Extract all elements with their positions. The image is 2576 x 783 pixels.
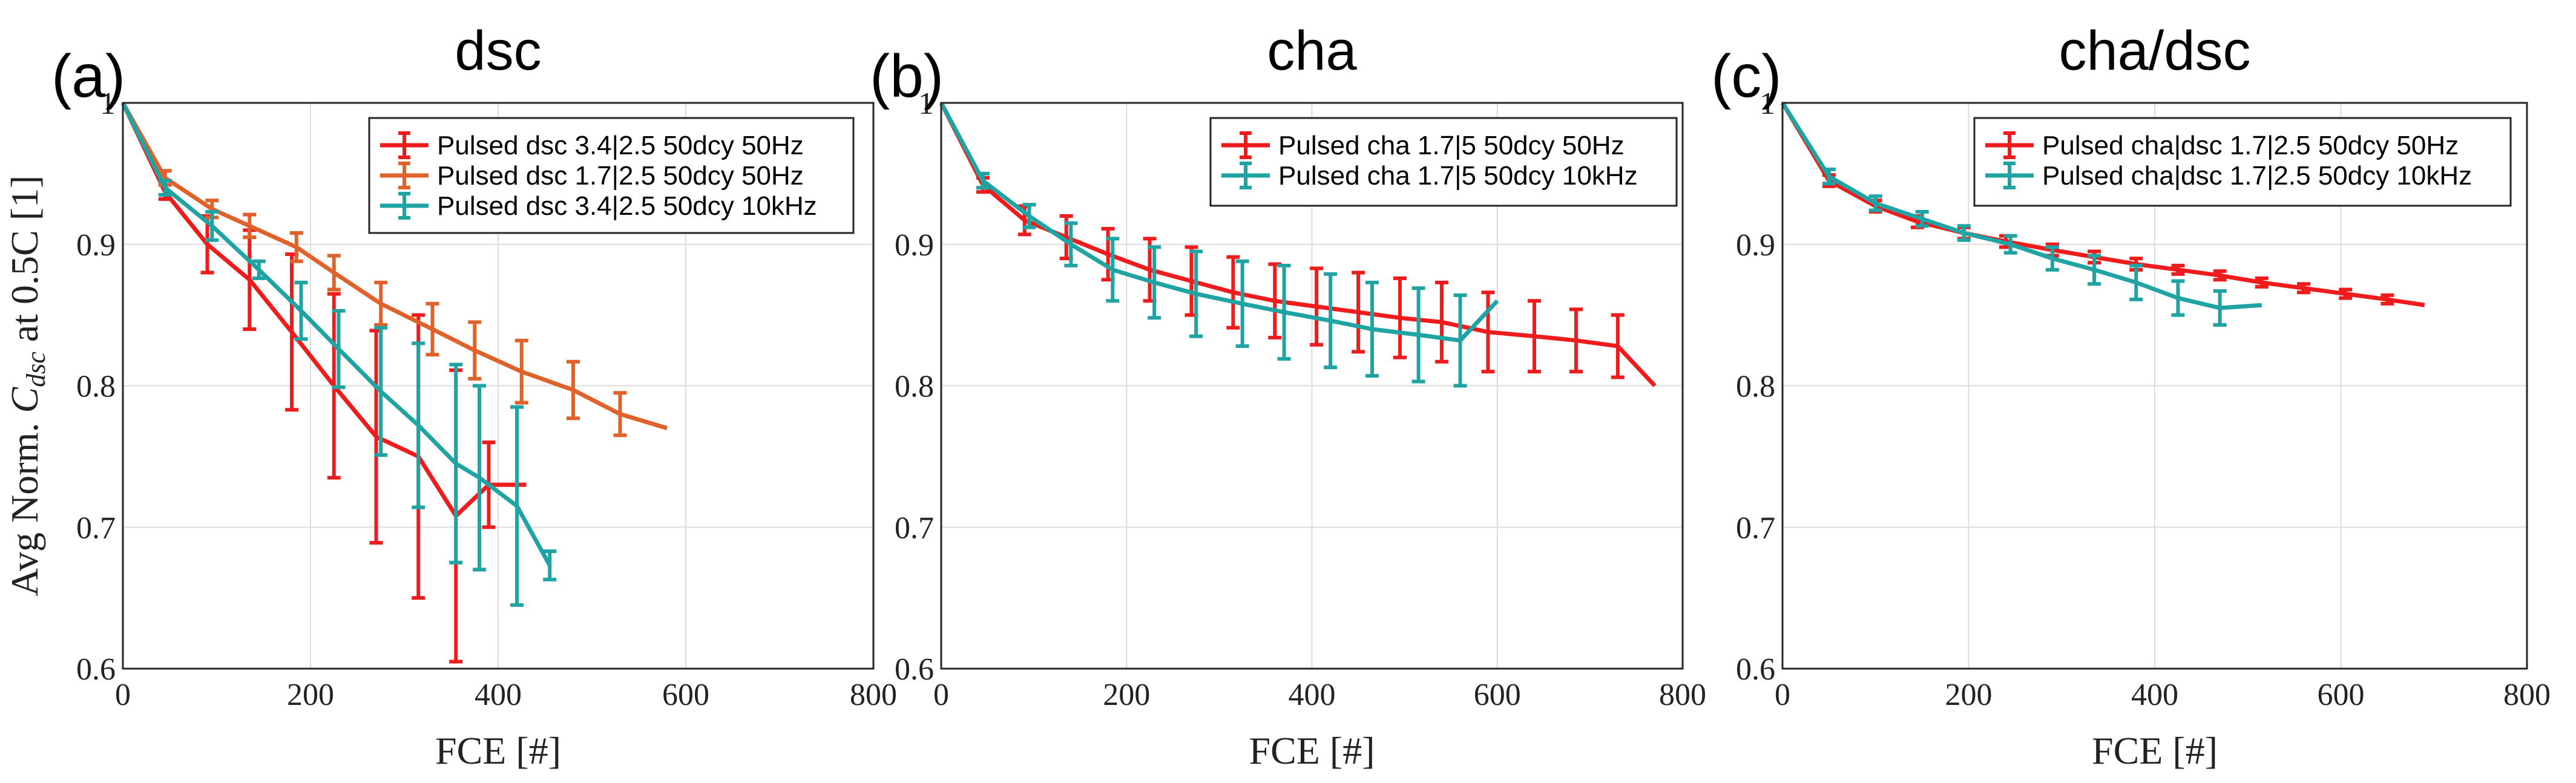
y-axis-label-subscript: dsc bbox=[21, 352, 51, 387]
legend-label: Pulsed dsc 3.4|2.5 50dcy 50Hz bbox=[437, 131, 804, 160]
x-tick-label: 200 bbox=[287, 678, 334, 712]
y-tick-label: 0.8 bbox=[1736, 370, 1775, 404]
y-tick-label: 0.8 bbox=[76, 370, 116, 404]
y-axis-label-part: Avg Norm. bbox=[3, 413, 46, 597]
axes-frame bbox=[940, 102, 1684, 670]
series-line bbox=[120, 102, 552, 567]
axes-frame bbox=[1781, 102, 2528, 670]
y-axis-label-part: at 0.5C [1] bbox=[3, 175, 46, 352]
series-2 bbox=[120, 102, 557, 607]
y-tick-label: 0.7 bbox=[76, 511, 116, 545]
x-tick-label: 600 bbox=[1474, 678, 1521, 712]
legend-label: Pulsed dsc 3.4|2.5 50dcy 10kHz bbox=[437, 191, 817, 221]
y-axis-label-symbol: C bbox=[3, 387, 46, 413]
legend-label: Pulsed cha|dsc 1.7|2.5 50dcy 50Hz bbox=[2042, 131, 2459, 160]
legend-label: Pulsed cha 1.7|5 50dcy 50Hz bbox=[1278, 131, 1625, 160]
legend-label: Pulsed dsc 1.7|2.5 50dcy 50Hz bbox=[437, 161, 804, 191]
y-tick-label: 1 bbox=[1760, 87, 1775, 121]
legend-label: Pulsed cha 1.7|5 50dcy 10kHz bbox=[1278, 161, 1638, 191]
panel-title: dsc bbox=[455, 20, 541, 82]
x-tick-label: 0 bbox=[115, 678, 131, 712]
series-1 bbox=[120, 102, 668, 437]
y-tick-label: 0.9 bbox=[895, 228, 934, 263]
legend-label: Pulsed cha|dsc 1.7|2.5 50dcy 10kHz bbox=[2042, 161, 2472, 191]
x-tick-label: 200 bbox=[1103, 678, 1150, 712]
x-axis-label: FCE [#] bbox=[435, 729, 561, 772]
y-tick-label: 1 bbox=[100, 87, 116, 121]
panel-label: (a) bbox=[51, 42, 125, 110]
axes-frame bbox=[122, 102, 875, 670]
x-tick-label: 600 bbox=[662, 678, 709, 712]
series-line bbox=[1780, 102, 2425, 307]
y-tick-label: 0.7 bbox=[1736, 511, 1775, 545]
series-line bbox=[120, 102, 668, 430]
legend: Pulsed cha|dsc 1.7|2.5 50dcy 50HzPulsed … bbox=[1973, 117, 2512, 207]
panel-title: cha bbox=[1267, 20, 1357, 82]
series-line bbox=[1781, 102, 2262, 310]
series-1 bbox=[1781, 102, 2262, 327]
y-axis-label: Avg Norm. Cdsc at 0.5C [1] bbox=[3, 175, 51, 597]
x-tick-label: 600 bbox=[2318, 678, 2365, 712]
x-tick-label: 200 bbox=[1945, 678, 1993, 712]
x-tick-label: 800 bbox=[850, 678, 897, 712]
x-tick-label: 400 bbox=[2131, 678, 2178, 712]
x-axis-label: FCE [#] bbox=[2092, 729, 2218, 772]
legend-box bbox=[1209, 117, 1678, 207]
series-1 bbox=[939, 102, 1499, 388]
x-tick-label: 0 bbox=[933, 678, 949, 712]
x-tick-label: 800 bbox=[2503, 678, 2551, 712]
y-tick-label: 0.6 bbox=[1736, 652, 1775, 687]
x-tick-label: 800 bbox=[1659, 678, 1706, 712]
x-axis-label: FCE [#] bbox=[1249, 729, 1375, 772]
x-tick-label: 0 bbox=[1775, 678, 1790, 712]
series-line bbox=[939, 102, 1499, 343]
x-tick-label: 400 bbox=[1289, 678, 1336, 712]
y-tick-label: 0.7 bbox=[895, 511, 934, 545]
panel-b: 0 200 400 600 800 0.6 0.7 0.8 0.9 1 FCE [#] cha (b) P… bbox=[870, 20, 1706, 772]
panel-label: (c) bbox=[1711, 42, 1782, 110]
y-tick-label: 0.6 bbox=[76, 652, 116, 687]
y-tick-label: 0.6 bbox=[895, 652, 934, 687]
legend-box bbox=[368, 117, 855, 234]
panel-c: 0 200 400 600 800 0.6 0.7 0.8 0.9 1 FCE [#] cha/dsc… bbox=[1711, 20, 2551, 772]
y-tick-label: 1 bbox=[918, 87, 934, 121]
y-tick-label: 0.9 bbox=[76, 228, 116, 263]
x-tick-label: 400 bbox=[475, 678, 522, 712]
y-tick-label: 0.9 bbox=[1736, 228, 1775, 263]
panel-title: cha/dsc bbox=[2058, 20, 2250, 82]
y-tick-label: 0.8 bbox=[895, 370, 934, 404]
panel-label: (b) bbox=[870, 42, 944, 110]
legend-box bbox=[1973, 117, 2512, 207]
